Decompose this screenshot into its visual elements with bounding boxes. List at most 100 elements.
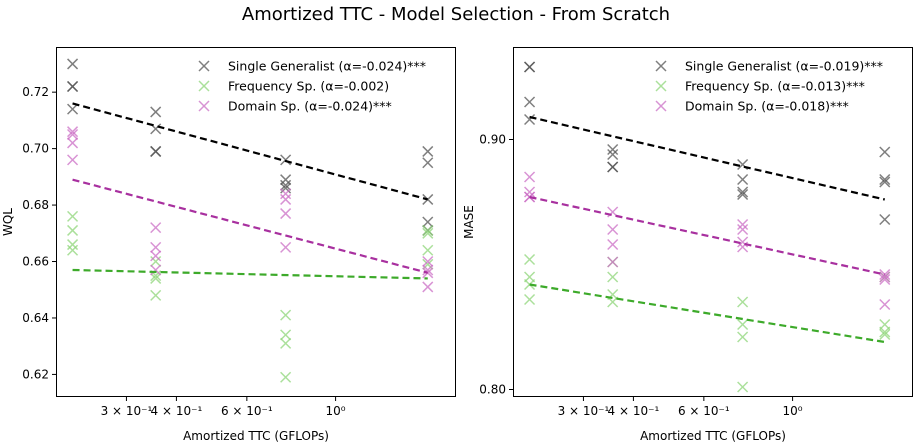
legend-label-frequency: Frequency Sp. (α=-0.013)*** <box>685 79 865 94</box>
x-tick-label: 6 × 10⁻¹ <box>221 404 273 418</box>
data-point-frequency <box>67 244 79 256</box>
data-point-domain <box>280 188 292 200</box>
data-point-domain <box>280 193 292 205</box>
legend-label-domain: Domain Sp. (α=-0.018)*** <box>685 99 849 114</box>
fit-line-single <box>529 115 886 201</box>
data-point-frequency <box>422 244 434 256</box>
data-point-frequency <box>280 329 292 341</box>
data-point-single <box>280 174 292 186</box>
legend-marker-single <box>198 60 210 72</box>
fit-line-domain <box>529 195 886 276</box>
data-point-single <box>150 106 162 118</box>
legend-marker-frequency <box>655 80 667 92</box>
data-point-domain <box>422 281 434 293</box>
data-point-frequency <box>737 381 749 393</box>
data-point-single <box>737 173 749 186</box>
x-tick-label: 10⁰ <box>326 404 346 418</box>
data-point-single <box>150 145 162 157</box>
data-point-single <box>737 188 749 201</box>
data-point-single <box>607 161 619 173</box>
data-point-frequency <box>524 293 536 306</box>
x-axis-title: Amortized TTC (GFLOPs) <box>640 429 786 443</box>
data-point-frequency <box>280 371 292 383</box>
data-point-domain <box>737 218 749 231</box>
plot-area <box>67 58 434 383</box>
y-tick-label: 0.64 <box>22 311 49 325</box>
data-point-frequency <box>67 239 79 251</box>
data-point-frequency <box>67 224 79 236</box>
legend-label-frequency: Frequency Sp. (α=-0.002) <box>228 79 389 94</box>
data-point-single <box>67 80 79 93</box>
data-point-domain <box>67 137 79 149</box>
legend-marker-frequency <box>198 80 210 92</box>
x-tick-label: 3 × 10⁻¹ <box>101 404 153 418</box>
data-point-frequency <box>879 326 891 338</box>
data-point-single <box>524 113 536 126</box>
data-point-frequency <box>737 331 749 343</box>
data-point-single <box>422 216 434 228</box>
y-axis-title: MASE <box>462 205 476 239</box>
data-point-frequency <box>737 296 749 308</box>
data-point-single <box>607 148 619 161</box>
data-point-domain <box>67 154 79 166</box>
data-point-frequency <box>150 255 162 268</box>
x-tick-label: 3 × 10⁻¹ <box>558 404 610 418</box>
data-point-domain <box>879 273 891 286</box>
y-tick-label: 0.70 <box>22 142 49 156</box>
data-point-domain <box>150 222 162 234</box>
data-point-single <box>280 179 292 191</box>
data-point-domain <box>607 256 619 268</box>
data-point-single <box>524 96 536 108</box>
y-tick-label: 0.66 <box>22 255 49 269</box>
data-point-frequency <box>607 271 619 283</box>
data-point-single <box>422 157 434 169</box>
y-tick-label: 0.90 <box>479 133 506 147</box>
y-tick-label: 0.80 <box>479 383 506 397</box>
data-point-frequency <box>422 224 434 236</box>
data-point-domain <box>150 250 162 262</box>
y-tick-label: 0.72 <box>22 85 49 99</box>
chart-mase: 3 × 10⁻¹4 × 10⁻¹ 6 × 10⁻¹ 10⁰ 0.80 0.90 Amort… <box>462 47 913 443</box>
legend-marker-domain <box>198 100 210 112</box>
data-point-domain <box>524 186 536 198</box>
y-tick-label: 0.62 <box>22 367 49 381</box>
data-point-single <box>524 61 536 73</box>
data-point-domain <box>607 238 619 251</box>
chart-wql: 3 × 10⁻¹4 × 10⁻¹ 6 × 10⁻¹ 10⁰ 0.62 0.64 0.66 0… <box>1 47 456 443</box>
data-point-domain <box>524 171 536 183</box>
data-point-single <box>879 176 891 188</box>
y-axis-title: WQL <box>1 208 15 236</box>
data-point-single <box>879 146 891 158</box>
legend-marker-single <box>655 60 667 72</box>
data-point-frequency <box>737 318 749 331</box>
plot-area <box>524 61 891 393</box>
data-point-domain <box>67 126 79 138</box>
data-point-domain <box>879 298 891 311</box>
data-point-domain <box>422 264 434 276</box>
data-point-domain <box>879 271 891 283</box>
data-point-domain <box>280 241 292 253</box>
data-point-frequency <box>67 210 79 222</box>
data-point-frequency <box>607 296 619 308</box>
data-point-frequency <box>422 227 434 239</box>
data-point-frequency <box>280 309 292 321</box>
data-point-single <box>607 143 619 156</box>
legend-label-single: Single Generalist (α=-0.024)*** <box>228 59 426 74</box>
data-point-frequency <box>879 328 891 341</box>
data-point-domain <box>737 223 749 236</box>
data-point-single <box>879 213 891 226</box>
fit-line-single <box>72 102 429 201</box>
x-axis-title: Amortized TTC (GFLOPs) <box>183 429 329 443</box>
data-point-frequency <box>280 337 292 349</box>
data-point-single <box>67 58 79 70</box>
legend-label-single: Single Generalist (α=-0.019)*** <box>685 59 883 74</box>
data-point-single <box>879 173 891 186</box>
data-point-frequency <box>524 253 536 266</box>
data-point-frequency <box>150 272 162 284</box>
x-tick-label: 4 × 10⁻¹ <box>151 404 203 418</box>
fit-line-frequency <box>529 283 885 344</box>
data-point-domain <box>280 208 292 220</box>
data-point-single <box>737 186 749 198</box>
data-point-frequency <box>150 289 162 301</box>
